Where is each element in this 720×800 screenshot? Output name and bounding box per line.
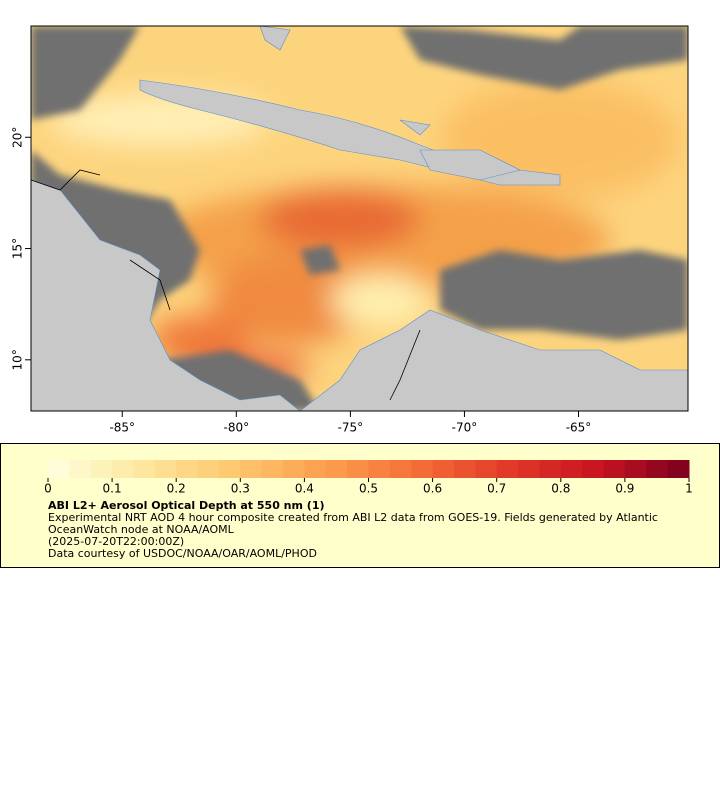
x-tick-label: -85° (109, 421, 135, 435)
legend: 0 0.1 0.2 0.3 0.4 0.5 0.6 0.7 0.8 0.9 1 ABI L2+ Ae… (0, 443, 720, 568)
legend-line: Experimental NRT AOD 4 hour composite cr… (48, 511, 658, 536)
colorbar-swatch (368, 460, 391, 478)
x-tick-label: -65° (566, 421, 592, 435)
colorbar-swatch (154, 460, 177, 478)
colorbar-swatch (518, 460, 540, 478)
legend-line: Data courtesy of USDOC/NOAA/OAR/AOML/PHO… (48, 547, 317, 560)
colorbar-tick-label: 0.8 (551, 482, 570, 496)
colorbar-swatch (347, 460, 369, 478)
colorbar-swatch (283, 460, 305, 478)
colorbar-swatch (646, 460, 669, 478)
colorbar-swatch (624, 460, 647, 478)
colorbar-swatch (667, 460, 690, 478)
colorbar-swatch (560, 460, 583, 478)
colorbar-tick-label: 0.3 (231, 482, 250, 496)
legend-text: ABI L2+ Aerosol Optical Depth at 550 nm … (48, 500, 688, 560)
colorbar: 0 0.1 0.2 0.3 0.4 0.5 0.6 0.7 0.8 0.9 1 (44, 460, 693, 496)
colorbar-swatch (240, 460, 263, 478)
x-tick-label: -75° (338, 421, 364, 435)
colorbar-swatch (261, 460, 284, 478)
colorbar-swatch (539, 460, 562, 478)
legend-title: ABI L2+ Aerosol Optical Depth at 550 nm … (48, 499, 325, 512)
colorbar-swatch (582, 460, 605, 478)
colorbar-swatch (603, 460, 626, 478)
colorbar-swatch (112, 460, 134, 478)
colorbar-swatch (432, 460, 455, 478)
colorbar-tick-label: 0 (44, 482, 52, 496)
colorbar-tick-label: 0.9 (615, 482, 634, 496)
y-tick-label: 10° (11, 349, 25, 370)
colorbar-swatch (325, 460, 348, 478)
colorbar-swatch (496, 460, 519, 478)
y-tick-label: 15° (11, 238, 25, 259)
colorbar-tick-label: 0.5 (359, 482, 378, 496)
colorbar-swatch (218, 460, 241, 478)
colorbar-swatch (475, 460, 498, 478)
colorbar-tick-label: 0.6 (423, 482, 442, 496)
colorbar-swatch (411, 460, 434, 478)
colorbar-tick-label: 0.1 (103, 482, 122, 496)
x-tick-label: -80° (224, 421, 250, 435)
colorbar-swatch (389, 460, 412, 478)
y-tick-label: 20° (11, 127, 25, 148)
colorbar-tick-label: 0.2 (167, 482, 186, 496)
map-frame (30, 25, 689, 412)
colorbar-swatch (453, 460, 476, 478)
map: -85° -80° -75° -70° -65° 10° 15° 20° (11, 25, 689, 435)
map-image (31, 26, 688, 411)
colorbar-swatch (197, 460, 220, 478)
colorbar-tick-label: 1 (685, 482, 693, 496)
colorbar-swatch (176, 460, 199, 478)
colorbar-swatch (90, 460, 113, 478)
legend-line: (2025-07-20T22:00:00Z) (48, 535, 185, 548)
colorbar-swatch (133, 460, 156, 478)
colorbar-swatch (48, 460, 70, 478)
colorbar-swatch (69, 460, 92, 478)
x-tick-label: -70° (452, 421, 478, 435)
colorbar-tick-label: 0.7 (487, 482, 506, 496)
colorbar-tick-label: 0.4 (295, 482, 314, 496)
colorbar-swatch (304, 460, 327, 478)
